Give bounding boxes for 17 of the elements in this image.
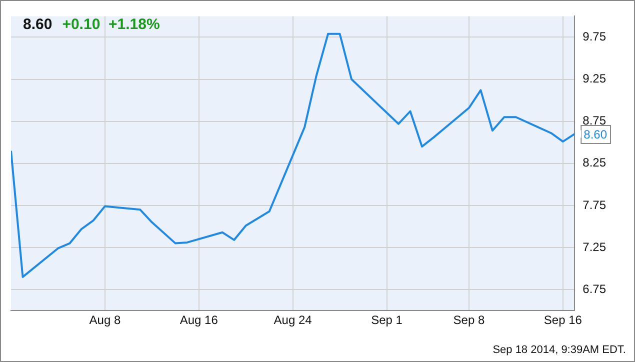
y-tick-label: 7.75 xyxy=(582,198,606,212)
x-tick-label: Sep 16 xyxy=(544,313,582,328)
x-tick-label: Aug 16 xyxy=(180,313,218,328)
chart-subtitle: +0.10 +1.18% xyxy=(62,16,160,33)
text: Sep 18 2014, 9:39AM EDT. xyxy=(492,344,626,356)
x-tick-label: Aug 8 xyxy=(89,313,121,328)
x-tick-label: Sep 8 xyxy=(453,313,485,328)
x-tick-label: Sep 1 xyxy=(371,313,403,328)
y-tick-label: 6.75 xyxy=(582,282,606,296)
x-tick-label: Aug 24 xyxy=(274,313,312,328)
data-label: 8.60 xyxy=(584,127,608,142)
chart-title: 8.60 xyxy=(23,16,52,33)
y-tick-label: 8.25 xyxy=(582,156,606,170)
y-tick-label: 9.25 xyxy=(582,72,606,86)
y-tick-label: 7.25 xyxy=(582,240,606,254)
y-tick-label: 9.75 xyxy=(582,30,606,44)
y-tick-label: 8.75 xyxy=(582,114,606,128)
